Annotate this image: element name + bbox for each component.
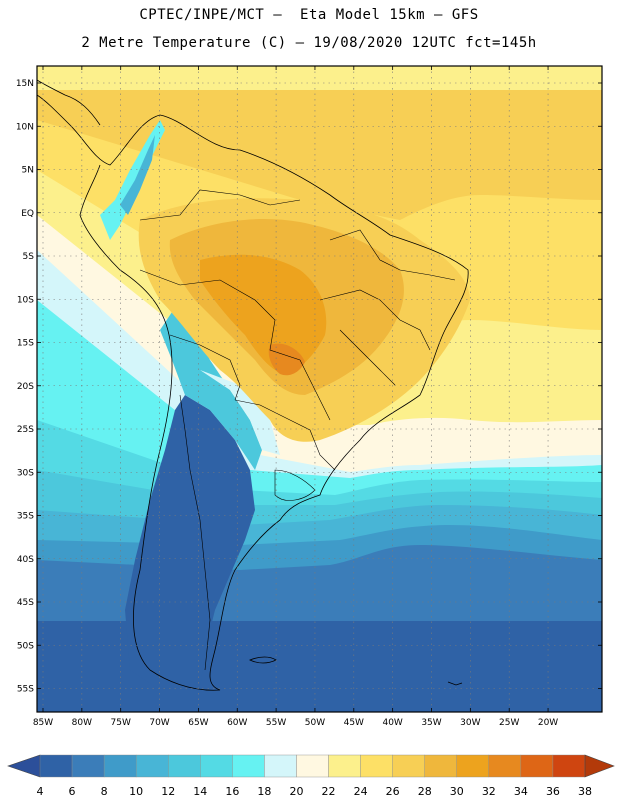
south-georgia-outline — [447, 681, 463, 686]
colorbar-segment — [328, 754, 361, 778]
lat-label: 25S — [17, 425, 34, 435]
lat-label: 10N — [16, 122, 34, 132]
lon-label: 60W — [227, 718, 247, 728]
colorbar-segment — [232, 754, 265, 778]
lat-label: 15N — [16, 79, 34, 89]
map-frame — [36, 65, 603, 713]
lat-label: 20S — [17, 382, 34, 392]
lat-label: 40S — [17, 555, 34, 565]
colorbar-segment — [520, 754, 554, 778]
field-interior-30 — [200, 254, 327, 375]
colorbar-label: 16 — [225, 785, 239, 798]
colorbar-segment — [456, 754, 490, 778]
colorbar-segment — [103, 754, 137, 778]
field-andes-south — [125, 395, 255, 690]
lon-label: 50W — [305, 718, 325, 728]
colorbar-label: 22 — [322, 785, 336, 798]
lon-label: 40W — [382, 718, 402, 728]
colorbar-label: 38 — [578, 785, 592, 798]
lon-label: 35W — [421, 718, 441, 728]
lat-label: 55S — [17, 685, 34, 695]
map-title-line-1: CPTEC/INPE/MCT – Eta Model 15km – GFS — [139, 7, 479, 23]
country-borders — [139, 189, 456, 671]
border-bolivia — [169, 334, 241, 401]
lon-label: 70W — [149, 718, 169, 728]
colorbar-labels: 4 6 8 10 12 14 16 18 20 22 24 26 28 30 32 34 36 38 — [37, 785, 593, 798]
colorbar-low-arrow — [7, 754, 41, 778]
border-northern — [139, 189, 301, 221]
colorbar-label: 20 — [289, 785, 303, 798]
colorbar-label: 24 — [354, 785, 368, 798]
border-brazil-states-1 — [319, 289, 431, 351]
colorbar-segment — [424, 754, 457, 778]
colorbar-segment — [135, 754, 169, 778]
border-chile-argentina — [179, 394, 211, 671]
colorbar-label: 36 — [546, 785, 560, 798]
colorbar-label: 30 — [450, 785, 464, 798]
colorbar-label: 34 — [514, 785, 528, 798]
lon-label: 65W — [188, 718, 208, 728]
lat-label: 50S — [17, 641, 34, 651]
lon-label: 80W — [72, 718, 92, 728]
colorbar-segment — [200, 754, 233, 778]
lon-label: 85W — [33, 718, 53, 728]
border-paraguay-argentina — [234, 399, 336, 471]
field-band-top — [37, 66, 602, 90]
temperature-field — [37, 66, 602, 712]
lon-label: 20W — [538, 718, 558, 728]
colorbar-label: 26 — [386, 785, 400, 798]
lat-label: 10S — [17, 295, 34, 305]
colorbar-segment — [264, 754, 297, 778]
colorbar-segment — [168, 754, 201, 778]
lat-label: 45S — [17, 598, 34, 608]
field-interior-32 — [268, 343, 305, 376]
lat-label: 15S — [17, 339, 34, 349]
lon-label: 75W — [111, 718, 131, 728]
colorbar-label: 14 — [193, 785, 207, 798]
colorbar-segment — [360, 754, 393, 778]
axis-ticks — [37, 66, 602, 712]
lat-label: 30S — [17, 468, 34, 478]
map-title-line-2: 2 Metre Temperature (C) – 19/08/2020 12U… — [81, 35, 537, 51]
colorbar-label: 10 — [129, 785, 143, 798]
border-brazil-west — [139, 269, 331, 421]
latitude-labels: 15N 10N 5N EQ 5S 10S 15S 20S 25S 30S 35S 40S 45S 50S 5… — [16, 79, 34, 695]
field-andes-north-core — [120, 135, 155, 215]
field-chaco-cool — [200, 370, 280, 455]
lat-label: 5N — [22, 166, 34, 176]
colorbar-segment — [296, 754, 329, 778]
colorbar-segment — [552, 754, 586, 778]
colorbar-label: 12 — [161, 785, 175, 798]
colorbar-high-arrow — [584, 754, 615, 778]
lon-label: 45W — [344, 718, 364, 728]
graticule — [37, 66, 602, 712]
longitude-labels: 85W 80W 75W 70W 65W 60W 55W 50W 45W 40W 35W 30W 25W 2… — [33, 718, 559, 728]
lat-label: EQ — [21, 209, 34, 219]
colorbar-label: 32 — [482, 785, 496, 798]
colorbar-label: 18 — [257, 785, 271, 798]
temperature-colorbar — [7, 754, 615, 778]
colorbar-segment — [39, 754, 73, 778]
colorbar-segment — [71, 754, 105, 778]
central-america-coastline — [36, 79, 101, 126]
colorbar-segment — [392, 754, 425, 778]
colorbar-label: 4 — [37, 785, 44, 798]
colorbar-label: 28 — [418, 785, 432, 798]
lon-label: 25W — [499, 718, 519, 728]
lon-label: 55W — [266, 718, 286, 728]
border-brazil-states-2 — [329, 229, 456, 281]
lat-label: 35S — [17, 512, 34, 522]
lon-label: 30W — [460, 718, 480, 728]
border-brazil-states-3 — [339, 329, 396, 386]
colorbar-segment — [488, 754, 522, 778]
field-band-26 — [37, 66, 602, 220]
lat-label: 5S — [23, 252, 35, 262]
colorbar-label: 6 — [69, 785, 76, 798]
colorbar-label: 8 — [101, 785, 108, 798]
